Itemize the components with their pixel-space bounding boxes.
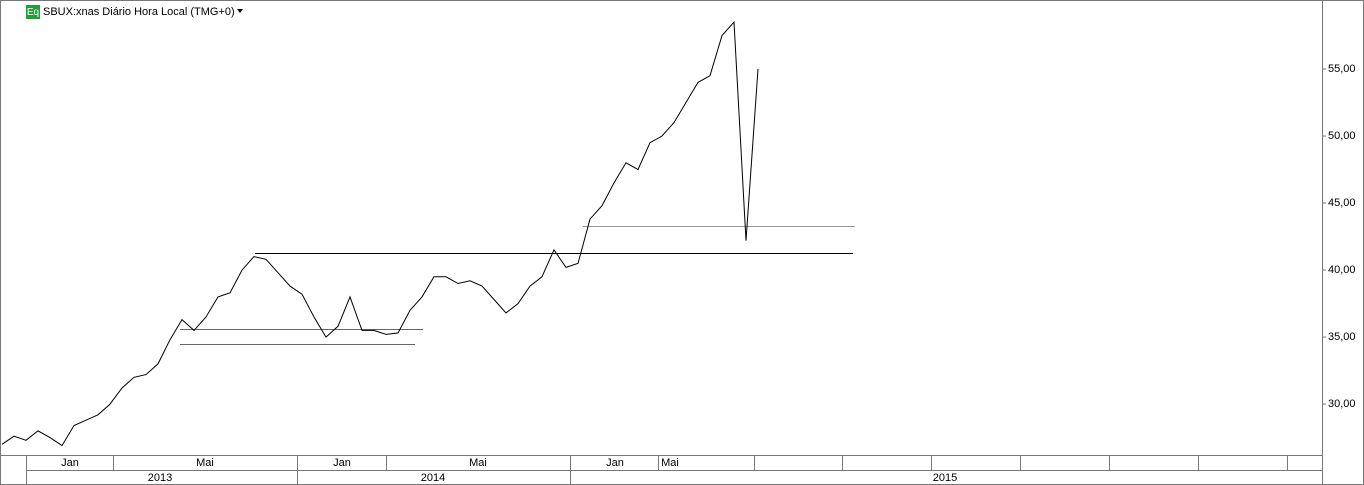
symbol-badge[interactable]: Eq: [27, 7, 39, 18]
y-tick-label: 50,00: [1328, 130, 1356, 142]
y-tick-label: 30,00: [1328, 398, 1356, 410]
y-tick-label: 45,00: [1328, 197, 1356, 209]
y-tick-label: 35,00: [1328, 331, 1356, 343]
symbol-badge-box[interactable]: [26, 5, 40, 19]
month-label: Mai: [661, 457, 679, 469]
month-label: Mai: [469, 457, 487, 469]
month-label: Jan: [61, 457, 79, 469]
y-tick-label: 55,00: [1328, 63, 1356, 75]
month-label: Jan: [333, 457, 351, 469]
year-label: 2014: [421, 472, 445, 484]
dropdown-arrow[interactable]: [237, 9, 243, 13]
month-label: Mai: [196, 457, 214, 469]
year-label: 2015: [933, 472, 957, 484]
price-line: [1, 20, 759, 447]
year-label: 2013: [148, 472, 172, 484]
month-label: Jan: [606, 457, 624, 469]
chart-title[interactable]: SBUX:xnas Diário Hora Local (TMG+0): [43, 6, 235, 18]
y-tick-label: 40,00: [1328, 264, 1356, 276]
